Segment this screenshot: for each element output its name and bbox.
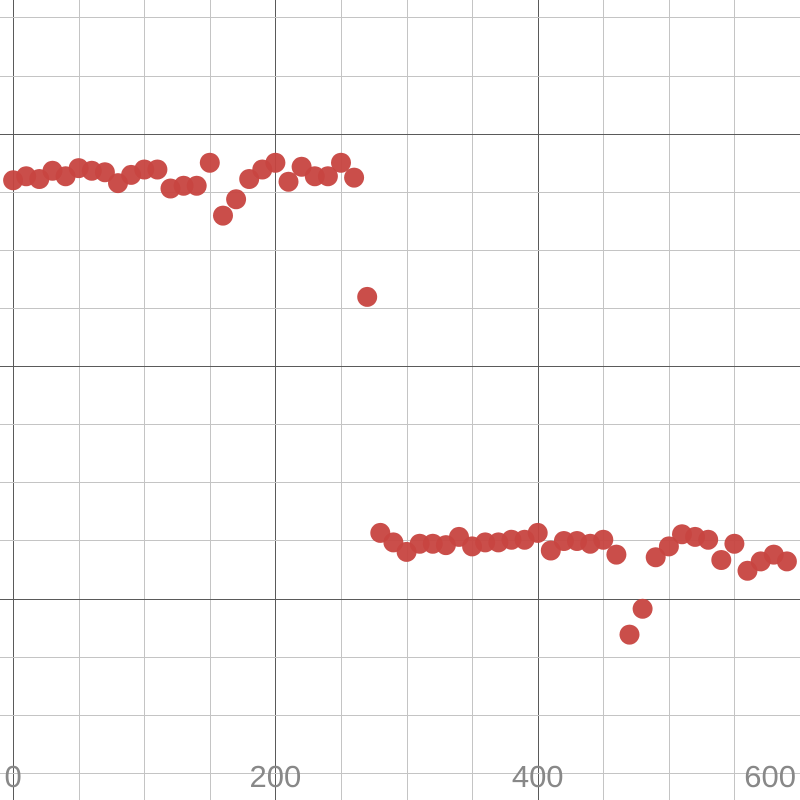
x-tick-label: 200: [250, 759, 302, 794]
data-point: [619, 624, 640, 645]
data-point: [724, 533, 745, 554]
data-point: [331, 152, 351, 173]
data-point: [344, 167, 365, 188]
data-point: [776, 551, 797, 572]
data-point: [265, 152, 286, 173]
data-point: [606, 544, 627, 565]
data-point: [213, 205, 233, 226]
data-point: [278, 171, 299, 192]
data-point: [645, 547, 666, 568]
x-tick-labels: 0 200 400 600: [4, 759, 795, 794]
data-point: [94, 162, 115, 183]
data-point: [317, 166, 338, 187]
x-tick-label: 0: [4, 759, 21, 794]
data-point: [593, 529, 614, 550]
x-tick-label: 600: [744, 759, 796, 794]
x-tick-label: 400: [512, 759, 564, 794]
data-point: [199, 152, 220, 173]
data-point: [698, 529, 719, 550]
data-points: [3, 152, 797, 645]
data-point: [147, 159, 168, 180]
data-point: [711, 550, 732, 570]
data-point: [226, 189, 247, 210]
data-point: [527, 522, 548, 543]
data-point: [658, 536, 679, 557]
data-point: [357, 286, 378, 307]
data-point: [186, 175, 207, 196]
data-point: [632, 598, 653, 619]
